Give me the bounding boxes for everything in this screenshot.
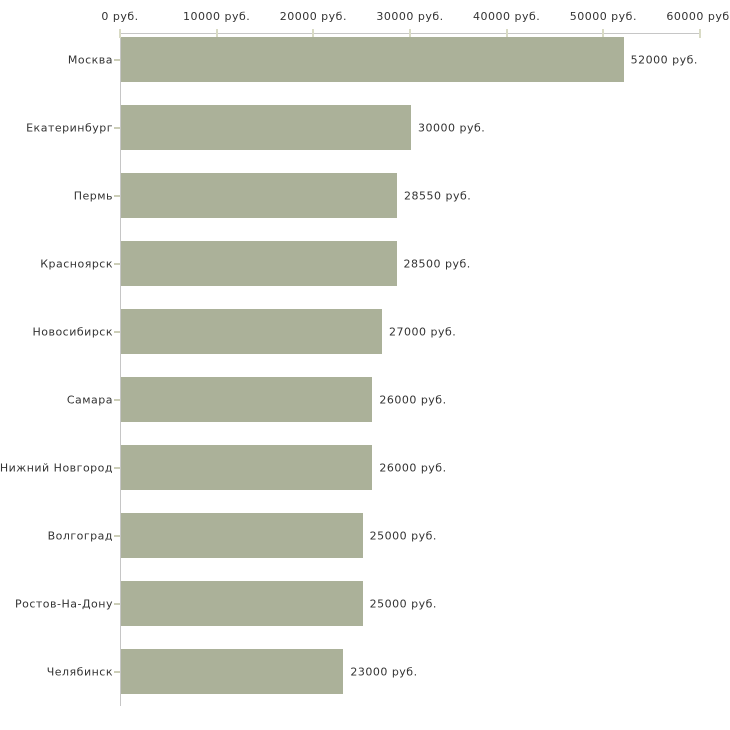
bar-3 [121, 173, 397, 218]
category-label: Новосибирск [32, 325, 113, 338]
bar-7 [121, 445, 373, 490]
x-axis-tick-mark [119, 29, 121, 38]
bar-10 [121, 649, 344, 694]
value-label: 23000 руб. [350, 665, 418, 678]
bar-6 [121, 377, 373, 422]
category-tick-mark [114, 58, 120, 61]
bar-1 [121, 37, 624, 82]
bar-9 [121, 581, 363, 626]
category-label: Нижний Новгород [0, 461, 113, 474]
x-axis-tick-label: 10000 руб. [183, 10, 251, 23]
category-label: Москва [67, 53, 113, 66]
x-axis-tick-label: 20000 руб. [279, 10, 347, 23]
bar-5 [121, 309, 382, 354]
category-tick-mark [114, 194, 120, 197]
x-axis-tick-mark [215, 29, 218, 38]
category-tick-mark [114, 262, 120, 265]
category-label: Самара [66, 393, 113, 406]
category-tick-mark [114, 466, 120, 469]
category-label: Челябинск [46, 665, 113, 678]
category-label: Екатеринбург [26, 121, 113, 134]
value-label: 30000 руб. [418, 121, 486, 134]
x-axis-tick-label: 30000 руб. [376, 10, 444, 23]
category-label: Красноярск [40, 257, 113, 270]
value-label: 26000 руб. [379, 461, 447, 474]
bar-4 [121, 241, 397, 286]
value-label: 26000 руб. [379, 393, 447, 406]
x-axis-tick-label: 60000 руб. [666, 10, 730, 23]
category-tick-mark [114, 398, 120, 401]
value-label: 27000 руб. [389, 325, 457, 338]
value-label: 28500 руб. [403, 257, 471, 270]
x-axis-tick-label: 0 руб. [101, 10, 139, 23]
value-label: 25000 руб. [369, 597, 437, 610]
category-tick-mark [114, 670, 120, 673]
category-label: Волгоград [47, 529, 113, 542]
category-tick-mark [114, 534, 120, 537]
value-label: 28550 руб. [403, 189, 472, 202]
category-tick-mark [114, 602, 120, 605]
value-label: 52000 руб. [630, 53, 698, 66]
x-axis-tick-label: 40000 руб. [473, 10, 541, 23]
x-axis-tick-mark [699, 29, 701, 38]
category-tick-mark [114, 330, 120, 333]
x-axis-tick-mark [602, 29, 605, 38]
x-axis-tick-mark [409, 29, 411, 38]
value-label: 25000 руб. [369, 529, 437, 542]
y-axis-line [120, 33, 121, 706]
x-axis-tick-mark [505, 29, 508, 38]
bar-8 [121, 513, 363, 558]
category-tick-mark [114, 126, 120, 129]
category-label: Ростов-На-Дону [14, 597, 113, 610]
category-label: Пермь [73, 189, 113, 202]
x-axis-tick-mark [312, 29, 315, 38]
x-axis-tick-label: 50000 руб. [569, 10, 637, 23]
bar-2 [121, 105, 411, 150]
